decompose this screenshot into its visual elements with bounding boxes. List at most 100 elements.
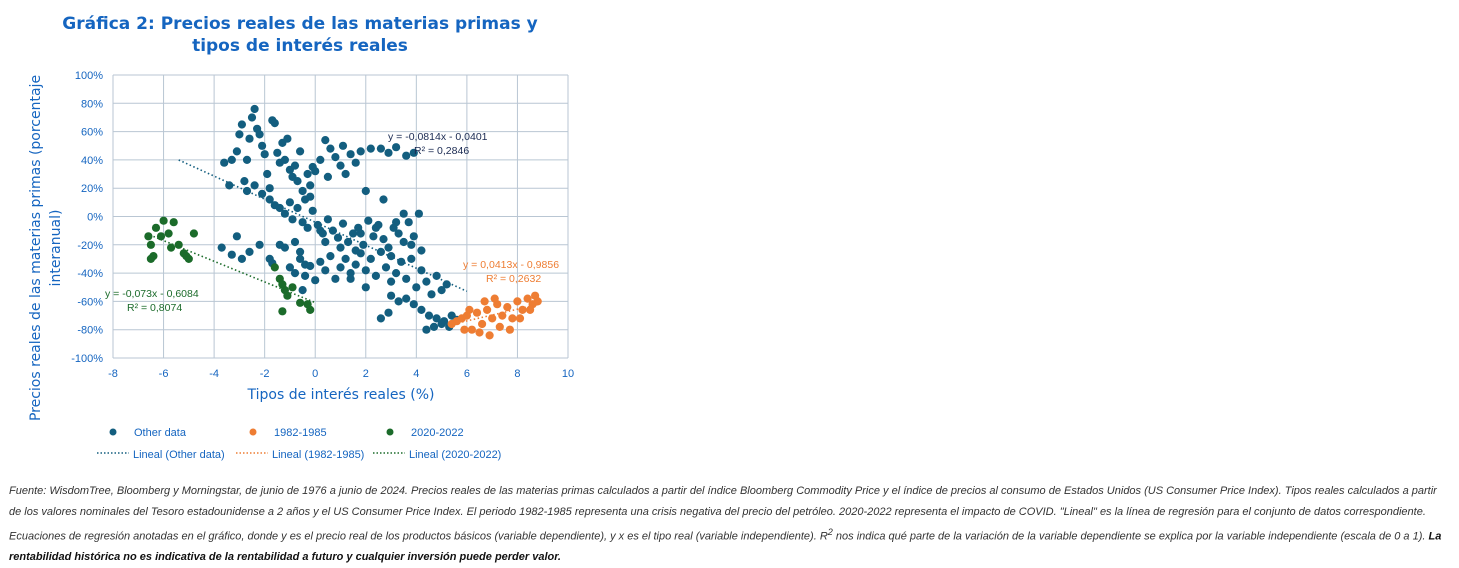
legend-label-other: Other data [134,427,187,439]
data-point-other [338,141,348,150]
legend-trend-label-y2020: Lineal (2020-2022) [409,449,501,461]
y-tick-label: -60% [77,296,103,308]
legend: Other data 1982-1985 2020-2022 Lineal (Othe… [97,427,501,461]
data-points [144,104,542,340]
data-point-other [429,322,439,331]
r-squared-other: R² = 0,2846 [414,145,469,157]
y-tick-label: -40% [77,268,103,280]
caption-after: nos indica qué parte de la variación de … [832,530,1429,543]
data-point-other [384,308,393,317]
data-point-other [424,311,434,320]
trendline-other [178,159,468,293]
x-tick-label: -8 [108,368,118,380]
data-point-other [308,206,317,215]
data-point-other [359,240,368,249]
data-point-other [303,223,312,232]
data-point-y2020 [151,223,161,232]
data-point-other [414,209,423,218]
data-point-other [255,130,264,139]
data-point-y1982 [523,294,532,303]
data-point-other [366,254,375,263]
data-point-other [399,209,408,218]
data-point-other [290,269,300,278]
data-point-other [356,229,365,238]
source-caption: Fuente: WisdomTree, Bloomberg y Mornings… [9,481,1449,568]
data-point-other [227,155,236,164]
data-point-other [227,250,236,259]
data-point-other [351,158,360,167]
y-tick-label: 100% [75,70,103,82]
data-point-other [237,254,246,263]
data-point-other [298,286,307,295]
data-point-other [376,144,385,153]
data-point-other [384,148,393,157]
data-point-other [402,274,411,283]
data-point-y2020 [146,254,155,263]
data-point-other [258,189,267,198]
trendline-y2020 [153,235,316,304]
data-point-other [407,240,416,249]
regression-equation-y2020: y = -0,073x - 0,6084 [105,288,199,300]
data-point-other [250,104,259,114]
data-point-other [366,144,375,153]
data-point-other [392,218,401,227]
data-point-other [361,283,370,292]
data-point-other [387,277,396,286]
chart-title-line-1: Gráfica 2: Precios reales de las materia… [62,14,538,34]
legend-label-y2020: 2020-2022 [411,427,464,439]
data-point-other [296,247,305,256]
data-point-other [306,261,315,271]
y-tick-label: 80% [81,98,103,110]
data-point-y1982 [526,305,535,314]
data-point-other [237,120,246,129]
data-point-y1982 [533,297,542,306]
regression-equation-y1982: y = 0,0413x - 0,9856 [463,259,559,271]
r-squared-y1982: R² = 0,2632 [486,273,541,285]
data-point-y1982 [478,319,487,329]
x-tick-label: -6 [159,368,169,380]
data-point-other [288,215,297,224]
data-point-other [399,237,408,247]
data-point-other [306,181,315,190]
data-point-y1982 [495,322,504,331]
data-point-other [326,144,335,153]
data-point-other [407,254,416,263]
data-point-other [275,240,284,249]
y-tick-label: 20% [81,183,103,195]
data-point-other [321,136,330,145]
data-point-other [245,247,254,256]
x-tick-label: 10 [562,368,574,380]
data-point-other [341,169,350,179]
x-tick-label: -4 [209,368,219,380]
data-point-y2020 [174,240,183,249]
x-tick-label: 8 [514,368,520,380]
data-point-other [422,325,431,334]
data-point-other [290,237,300,247]
data-point-other [346,269,355,278]
data-point-other [394,297,403,306]
data-point-y1982 [490,294,499,303]
data-point-other [412,283,421,292]
data-point-y1982 [475,328,484,337]
data-point-other [417,305,426,314]
data-point-other [280,155,289,164]
data-point-y1982 [467,325,476,334]
data-point-y1982 [485,331,494,340]
data-point-other [404,218,413,227]
data-point-other [442,280,451,289]
data-point-other [384,243,393,252]
data-point-other [417,246,426,255]
data-point-other [220,158,229,167]
data-point-other [270,119,279,128]
legend-trend-label-other: Lineal (Other data) [133,449,225,461]
data-point-other [311,276,320,285]
data-point-other [232,147,241,156]
data-point-y2020 [182,252,191,261]
data-point-other [336,243,345,252]
regression-annotations: y = -0,0814x - 0,0401 R² = 0,2846 y = 0,04… [105,131,559,314]
data-point-other [285,263,294,272]
x-tick-label: -2 [260,368,270,380]
data-point-other [333,233,343,242]
data-point-y2020 [296,298,305,307]
data-point-other [338,219,348,228]
